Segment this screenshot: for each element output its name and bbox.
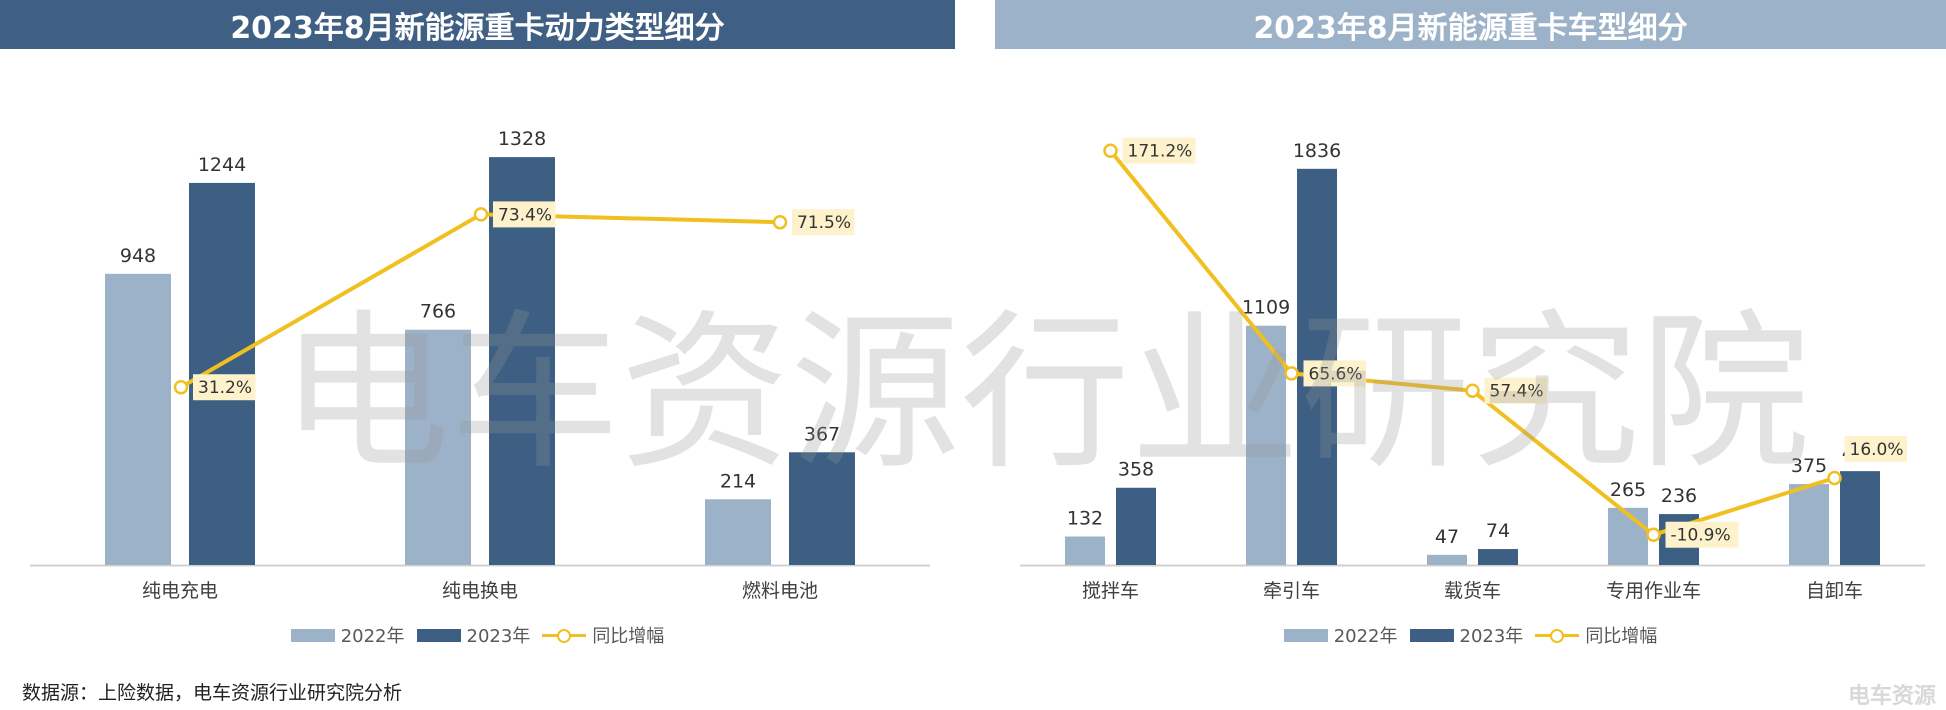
growth-label-2: 71.5% bbox=[797, 213, 851, 233]
legend-label-growth: 同比增幅 bbox=[592, 626, 665, 647]
growth-label-0: 31.2% bbox=[198, 378, 252, 398]
growth-line bbox=[1108, 149, 1836, 537]
bar-2023-4 bbox=[1840, 471, 1880, 565]
growth-label-bg-0 bbox=[1122, 137, 1196, 164]
legend-label-2023: 2023年 bbox=[1459, 626, 1524, 647]
data-label-2023-1: 1836 bbox=[1293, 140, 1341, 162]
data-label-2022-2: 214 bbox=[720, 470, 756, 492]
growth-label-1: 73.4% bbox=[498, 205, 552, 225]
growth-label-2: 57.4% bbox=[1490, 382, 1544, 402]
growth-point-4 bbox=[1827, 470, 1842, 486]
growth-label-0: 171.2% bbox=[1128, 142, 1193, 162]
x-tick-label-3: 专用作业车 bbox=[1606, 580, 1701, 602]
growth-label-3: -10.9% bbox=[1671, 526, 1731, 546]
chart-title: 2023年8月新能源重卡动力类型细分 bbox=[0, 0, 955, 49]
bar-2023-0 bbox=[1116, 487, 1156, 565]
x-tick-label-1: 纯电换电 bbox=[442, 580, 518, 602]
data-label-2023-1: 1328 bbox=[498, 128, 546, 150]
legend-label-2023: 2023年 bbox=[466, 626, 531, 647]
vehicle-type-chart: 132 358 搅拌车 1109 1836 牵引车 47 74 载货车 265 236 专用作业车 37… bbox=[1020, 137, 1925, 602]
data-label-2023-3: 236 bbox=[1661, 485, 1697, 507]
power-type-chart: 948 1244 纯电充电 766 1328 纯电换电 214 367 燃料电池 31.2% 73.… bbox=[30, 128, 930, 602]
brand-logo: 电车资源 bbox=[1847, 684, 1936, 709]
legend-item-2023: 2023年 bbox=[1409, 622, 1524, 648]
growth-point-1 bbox=[1284, 366, 1299, 381]
legend-item-2022: 2022年 bbox=[1283, 622, 1398, 648]
source-note: 数据源：上险数据，电车资源行业研究院分析 bbox=[22, 682, 403, 704]
x-tick-label-1: 牵引车 bbox=[1263, 580, 1320, 602]
legend-label-2022: 2022年 bbox=[1333, 626, 1398, 647]
bar-2023-0 bbox=[189, 182, 255, 565]
growth-point-1 bbox=[473, 207, 489, 222]
data-label-2022-0: 132 bbox=[1067, 508, 1103, 530]
bar-2022-4 bbox=[1789, 484, 1829, 565]
x-tick-label-2: 载货车 bbox=[1444, 580, 1501, 602]
growth-point-0 bbox=[173, 379, 189, 395]
bar-2022-2 bbox=[1427, 554, 1467, 565]
legend-item-2022: 2022年 bbox=[290, 622, 405, 648]
data-label-2023-0: 1244 bbox=[198, 154, 246, 176]
chart-legend: 2022年 2023年 同比增幅 bbox=[995, 622, 1946, 648]
growth-point-0 bbox=[1103, 143, 1118, 158]
legend-item-growth: 同比增幅 bbox=[1535, 622, 1657, 648]
x-tick-label-0: 搅拌车 bbox=[1082, 580, 1139, 602]
growth-point-3 bbox=[1646, 527, 1661, 542]
data-label-2022-2: 47 bbox=[1435, 526, 1459, 548]
growth-label-bg-3 bbox=[1665, 521, 1739, 548]
chart-title: 2023年8月新能源重卡车型细分 bbox=[995, 0, 1946, 49]
legend-swatch-2022 bbox=[1283, 628, 1328, 642]
x-tick-label-0: 纯电充电 bbox=[142, 580, 218, 602]
growth-label-bg-2 bbox=[1484, 377, 1547, 404]
data-label-2022-3: 265 bbox=[1610, 479, 1646, 501]
bar-2022-0 bbox=[1065, 536, 1105, 565]
data-label-2023-0: 358 bbox=[1118, 459, 1154, 481]
data-label-2022-1: 766 bbox=[420, 301, 456, 323]
legend-swatch-2022 bbox=[290, 628, 335, 642]
bar-2022-3 bbox=[1608, 507, 1648, 565]
legend-swatch-2023 bbox=[416, 628, 461, 642]
x-tick-label-2: 燃料电池 bbox=[742, 580, 818, 602]
bar-2022-1 bbox=[405, 329, 471, 565]
data-label-2022-4: 375 bbox=[1791, 455, 1827, 477]
legend-swatch-2023 bbox=[1409, 628, 1454, 642]
growth-label-bg-1 bbox=[493, 201, 556, 228]
legend-item-growth: 同比增幅 bbox=[542, 622, 664, 648]
legend-item-2023: 2023年 bbox=[416, 622, 531, 648]
growth-label-bg-4 bbox=[1844, 436, 1907, 462]
data-label-2023-2: 74 bbox=[1486, 520, 1510, 542]
growth-label-bg-0 bbox=[193, 374, 256, 401]
growth-label-bg-1 bbox=[1303, 360, 1366, 387]
growth-point-2 bbox=[772, 214, 788, 230]
bar-2023-2 bbox=[789, 452, 855, 565]
bar-2023-2 bbox=[1478, 549, 1518, 565]
data-label-2023-2: 367 bbox=[804, 423, 840, 445]
growth-label-bg-2 bbox=[792, 209, 855, 236]
data-label-2022-0: 948 bbox=[120, 245, 156, 267]
growth-point-2 bbox=[1465, 383, 1480, 398]
legend-swatch-growth bbox=[1535, 628, 1580, 643]
chart-panel-power-type: 2023年8月新能源重卡动力类型细分 948 1244 纯电充电 766 1328 纯电换… bbox=[0, 0, 955, 670]
chart-panel-vehicle-type: 2023年8月新能源重卡车型细分 132 358 搅拌车 1109 1836 牵引车 47 7… bbox=[995, 0, 1946, 670]
chart-legend: 2022年 2023年 同比增幅 bbox=[0, 622, 955, 648]
growth-label-4: 16.0% bbox=[1850, 440, 1904, 460]
bar-2022-1 bbox=[1246, 325, 1286, 565]
legend-label-2022: 2022年 bbox=[340, 626, 405, 647]
growth-label-1: 65.6% bbox=[1309, 364, 1363, 384]
legend-swatch-growth bbox=[542, 628, 587, 643]
x-tick-label-4: 自卸车 bbox=[1806, 580, 1863, 602]
legend-label-growth: 同比增幅 bbox=[1585, 626, 1658, 647]
data-label-2022-1: 1109 bbox=[1242, 297, 1290, 319]
growth-line bbox=[180, 212, 781, 389]
bar-2022-2 bbox=[705, 499, 771, 565]
bar-2022-0 bbox=[105, 273, 171, 565]
